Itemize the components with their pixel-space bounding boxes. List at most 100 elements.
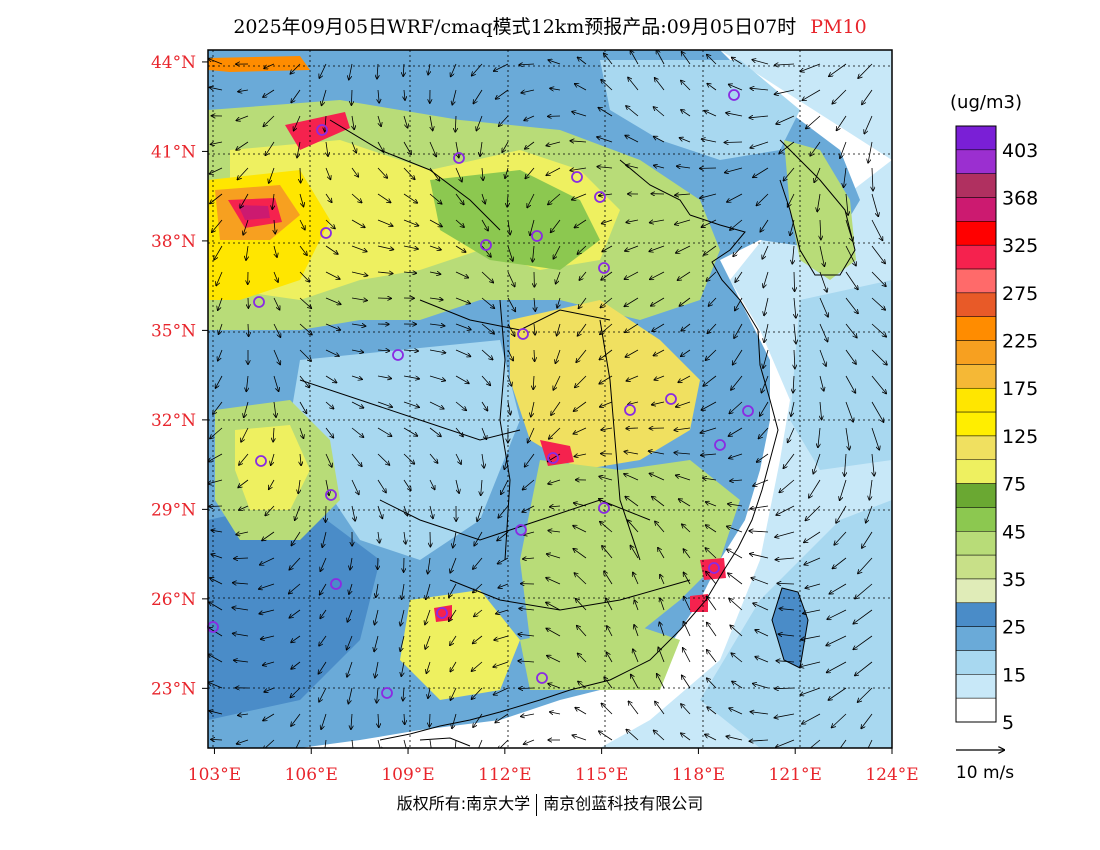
- wind-arrow: [706, 502, 717, 507]
- wind-arrow: [604, 571, 613, 585]
- wind-arrow: [601, 428, 613, 430]
- wind-arrow: [455, 297, 470, 304]
- wind-arrow: [700, 427, 717, 433]
- wind-arrow: [867, 739, 873, 748]
- lon-tick-label: 106°E: [285, 765, 338, 785]
- wind-arrow: [626, 165, 639, 169]
- station-marker: [330, 578, 342, 590]
- wind-arrow: [325, 401, 334, 409]
- wind-arrow: [625, 323, 639, 332]
- wind-arrow: [496, 89, 509, 99]
- wind-arrow: [522, 505, 535, 512]
- wind-arrow: [704, 245, 717, 255]
- wind-arrow: [575, 708, 587, 715]
- lat-tick-label: 44°N: [151, 53, 196, 73]
- wind-arrow: [265, 141, 275, 155]
- wind-arrow: [272, 193, 274, 209]
- colorbar-segment: [955, 364, 997, 389]
- wind-arrow: [481, 323, 494, 334]
- wind-arrow: [476, 115, 483, 131]
- wind-arrow: [734, 323, 743, 338]
- wind-arrow: [429, 115, 433, 131]
- colorbar-segment: [955, 340, 997, 365]
- wind-arrow: [676, 475, 691, 481]
- hainan-coast: [419, 737, 471, 747]
- wind-arrow: [813, 453, 821, 474]
- wind-arrow: [675, 219, 691, 225]
- wind-arrow: [791, 401, 795, 416]
- wind-arrow: [684, 597, 691, 611]
- wind-arrow: [654, 349, 665, 356]
- wind-arrow: [264, 687, 275, 692]
- wind-arrow: [533, 375, 534, 389]
- wind-arrow: [547, 554, 561, 559]
- title-main: 2025年09月05日WRF/cmaq模式12km预报产品:09月05日07时: [233, 16, 797, 38]
- wind-arrow: [474, 609, 483, 617]
- wind-arrow: [578, 57, 587, 65]
- wind-arrow: [472, 63, 483, 76]
- wind-arrow: [377, 272, 393, 274]
- lon-tick-label: 118°E: [672, 765, 725, 785]
- wind-arrow: [377, 193, 391, 203]
- wind-arrow: [633, 649, 639, 663]
- wind-arrow: [572, 193, 587, 200]
- colorbar-segment: [955, 674, 997, 699]
- wind-arrow: [829, 63, 847, 76]
- sichuan-yellow: [235, 425, 310, 510]
- wind-arrow: [274, 219, 275, 234]
- wind-arrow: [325, 219, 335, 229]
- wind-arrow: [858, 557, 873, 574]
- wind-arrow: [732, 58, 743, 65]
- wind-arrow: [455, 479, 459, 493]
- colorbar-segment: [955, 650, 997, 675]
- wind-arrow: [779, 634, 795, 636]
- wind-arrow: [548, 531, 561, 533]
- wind-arrow: [450, 661, 457, 672]
- land-light-blue-west: [290, 340, 520, 560]
- wind-arrow: [351, 453, 362, 466]
- wind-arrow: [674, 453, 691, 454]
- wind-arrow: [523, 479, 535, 490]
- wind-arrow: [844, 167, 847, 187]
- wind-arrow: [377, 687, 378, 703]
- wind-arrow: [238, 90, 249, 92]
- wind-arrow: [211, 530, 223, 532]
- wind-arrow: [273, 297, 280, 310]
- wind-arrow: [624, 297, 639, 306]
- wind-arrow: [498, 505, 509, 518]
- wind-arrow: [548, 193, 561, 205]
- wind-arrow: [452, 89, 457, 105]
- wind-arrow: [775, 531, 795, 537]
- wind-arrow: [792, 245, 794, 264]
- wind-arrow: [455, 141, 459, 158]
- wind-arrow: [214, 245, 223, 260]
- wind-arrow: [577, 626, 587, 637]
- wind-arrow: [351, 350, 363, 352]
- wind-arrow: [403, 453, 414, 464]
- wind-arrow: [783, 167, 795, 181]
- wind-arrow: [429, 324, 445, 326]
- wind-arrow: [735, 271, 743, 282]
- wind-arrow: [429, 272, 441, 274]
- wind-arrow: [681, 110, 691, 117]
- wind-arrow: [774, 713, 795, 718]
- wind-arrow: [775, 89, 795, 94]
- wind-arrow: [291, 89, 301, 103]
- wind-arrow: [403, 427, 417, 436]
- wind-arrow: [683, 648, 691, 663]
- wind-arrow: [216, 375, 223, 388]
- wind-arrow: [377, 505, 382, 518]
- wind-arrow: [481, 479, 482, 495]
- wind-arrow: [349, 63, 353, 80]
- wind-arrow: [347, 635, 353, 650]
- copyright-right: 南京创蓝科技有限公司: [543, 794, 704, 813]
- wind-arrow: [507, 245, 513, 261]
- wind-arrow: [547, 656, 561, 663]
- wind-arrow: [351, 479, 359, 494]
- china-coastline: [379, 214, 779, 741]
- wind-arrow: [601, 704, 613, 715]
- wind-arrow: [573, 526, 587, 533]
- axis-ticks: 103°E 106°E 109°E 112°E 115°E 118°E 121°E 124°E…: [151, 53, 919, 785]
- wind-arrow: [845, 297, 858, 313]
- wind-arrow: [705, 548, 717, 559]
